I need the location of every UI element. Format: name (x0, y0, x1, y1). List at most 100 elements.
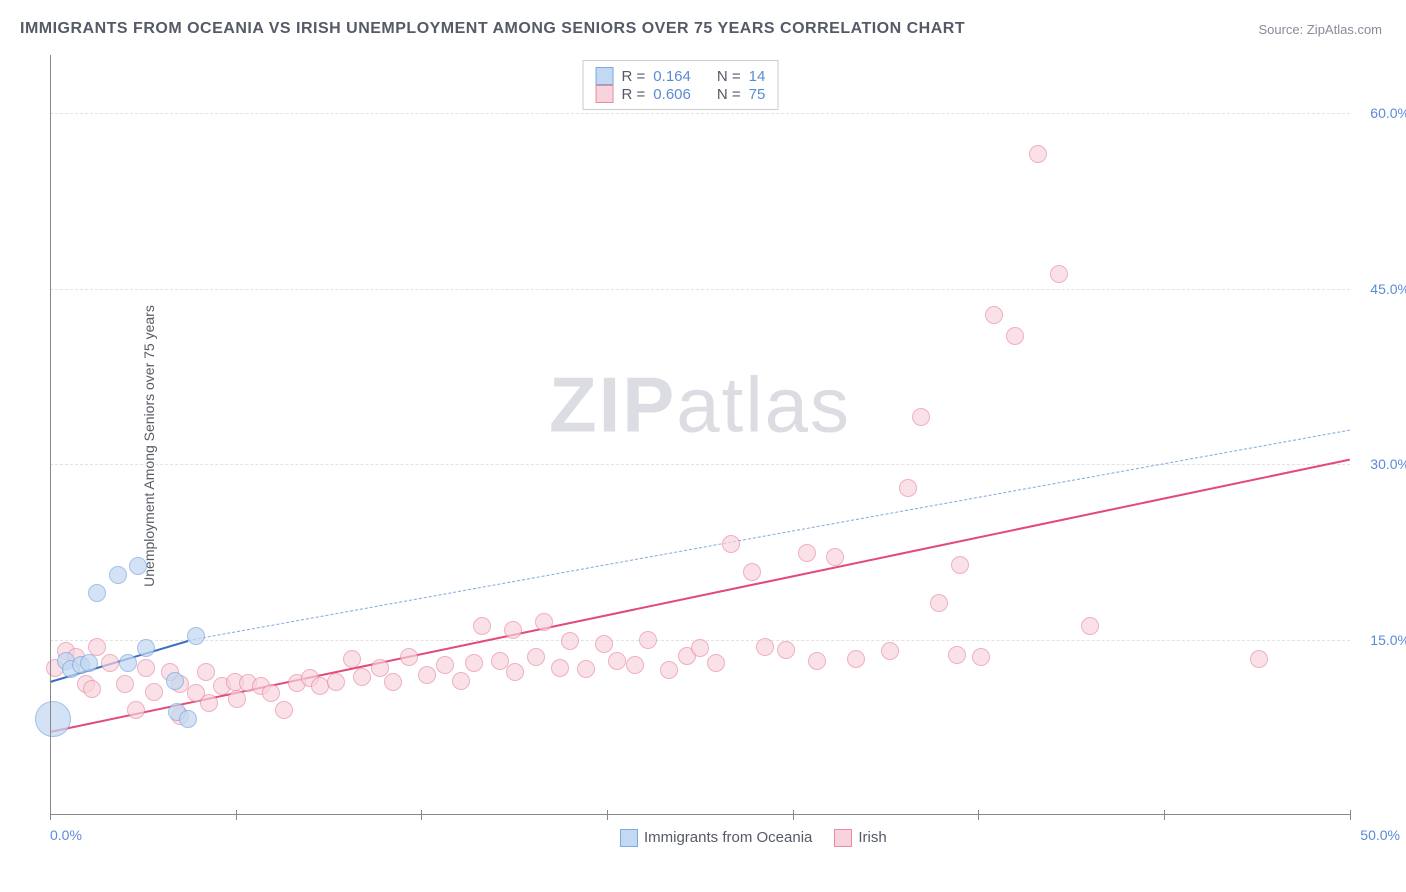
x-tick-mark (607, 810, 608, 820)
legend-n-label: N = (717, 86, 741, 103)
gridline (50, 113, 1350, 114)
legend-row-oceania: R = 0.164 N = 14 (596, 67, 766, 85)
data-point-irish (899, 479, 917, 497)
y-axis-line (50, 55, 51, 815)
legend-r-irish: 0.606 (653, 86, 691, 103)
data-point-irish (881, 642, 899, 660)
correlation-legend: R = 0.164 N = 14 R = 0.606 N = 75 (583, 60, 779, 110)
regression-line-dashed (188, 429, 1350, 640)
data-point-irish (551, 659, 569, 677)
y-tick-label: 30.0% (1370, 456, 1406, 472)
data-point-irish (808, 652, 826, 670)
data-point-irish (756, 638, 774, 656)
legend-label-irish: Irish (858, 829, 886, 846)
data-point-oceania (187, 627, 205, 645)
x-tick-mark (1164, 810, 1165, 820)
data-point-oceania (109, 566, 127, 584)
data-point-irish (930, 594, 948, 612)
chart-plot-area: ZIPatlas 15.0%30.0%45.0%60.0%0.0%50.0% R… (50, 55, 1350, 815)
y-tick-label: 45.0% (1370, 281, 1406, 297)
data-point-irish (535, 613, 553, 631)
data-point-irish (660, 661, 678, 679)
data-point-irish (826, 548, 844, 566)
legend-n-oceania: 14 (749, 68, 766, 85)
chart-title: IMMIGRANTS FROM OCEANIA VS IRISH UNEMPLO… (20, 20, 965, 38)
y-tick-label: 60.0% (1370, 105, 1406, 121)
data-point-irish (912, 408, 930, 426)
data-point-irish (972, 648, 990, 666)
data-point-irish (985, 306, 1003, 324)
data-point-irish (1006, 327, 1024, 345)
legend-r-label: R = (622, 86, 646, 103)
x-tick-mark (421, 810, 422, 820)
data-point-irish (1050, 265, 1068, 283)
legend-label-oceania: Immigrants from Oceania (644, 829, 812, 846)
x-tick-label: 50.0% (1360, 827, 1400, 843)
x-tick-label: 0.0% (50, 827, 82, 843)
legend-n-label: N = (717, 68, 741, 85)
data-point-irish (608, 652, 626, 670)
legend-n-irish: 75 (749, 86, 766, 103)
legend-r-label: R = (622, 68, 646, 85)
data-point-irish (491, 652, 509, 670)
data-point-irish (343, 650, 361, 668)
data-point-irish (275, 701, 293, 719)
data-point-irish (707, 654, 725, 672)
data-point-irish (691, 639, 709, 657)
data-point-oceania (119, 654, 137, 672)
data-point-irish (83, 680, 101, 698)
data-point-irish (473, 617, 491, 635)
data-point-irish (116, 675, 134, 693)
data-point-irish (722, 535, 740, 553)
x-tick-mark (793, 810, 794, 820)
data-point-irish (137, 659, 155, 677)
data-point-irish (197, 663, 215, 681)
data-point-oceania (129, 557, 147, 575)
x-tick-mark (236, 810, 237, 820)
data-point-irish (327, 673, 345, 691)
data-point-irish (436, 656, 454, 674)
data-point-irish (504, 621, 522, 639)
data-point-irish (88, 638, 106, 656)
x-tick-mark (978, 810, 979, 820)
series-legend: Immigrants from Oceania Irish (620, 829, 887, 847)
data-point-irish (101, 654, 119, 672)
legend-swatch-irish-bottom (834, 829, 852, 847)
y-tick-label: 15.0% (1370, 632, 1406, 648)
data-point-irish (1250, 650, 1268, 668)
source-attribution: Source: ZipAtlas.com (1258, 22, 1382, 37)
data-point-irish (777, 641, 795, 659)
legend-swatch-oceania (596, 67, 614, 85)
data-point-irish (595, 635, 613, 653)
plot-canvas: 15.0%30.0%45.0%60.0%0.0%50.0% (50, 55, 1350, 815)
data-point-irish (639, 631, 657, 649)
legend-swatch-irish (596, 85, 614, 103)
data-point-irish (418, 666, 436, 684)
gridline (50, 289, 1350, 290)
data-point-oceania (179, 710, 197, 728)
data-point-irish (577, 660, 595, 678)
data-point-irish (948, 646, 966, 664)
data-point-oceania (35, 701, 71, 737)
data-point-oceania (88, 584, 106, 602)
legend-item-oceania: Immigrants from Oceania (620, 829, 812, 847)
data-point-irish (465, 654, 483, 672)
data-point-irish (145, 683, 163, 701)
legend-r-oceania: 0.164 (653, 68, 691, 85)
data-point-irish (452, 672, 470, 690)
data-point-irish (506, 663, 524, 681)
data-point-irish (743, 563, 761, 581)
data-point-oceania (137, 639, 155, 657)
data-point-irish (1029, 145, 1047, 163)
data-point-irish (400, 648, 418, 666)
legend-swatch-oceania-bottom (620, 829, 638, 847)
data-point-irish (951, 556, 969, 574)
data-point-irish (262, 684, 280, 702)
data-point-irish (228, 690, 246, 708)
data-point-irish (798, 544, 816, 562)
x-tick-mark (1350, 810, 1351, 820)
legend-row-irish: R = 0.606 N = 75 (596, 85, 766, 103)
data-point-irish (384, 673, 402, 691)
data-point-irish (200, 694, 218, 712)
data-point-irish (847, 650, 865, 668)
